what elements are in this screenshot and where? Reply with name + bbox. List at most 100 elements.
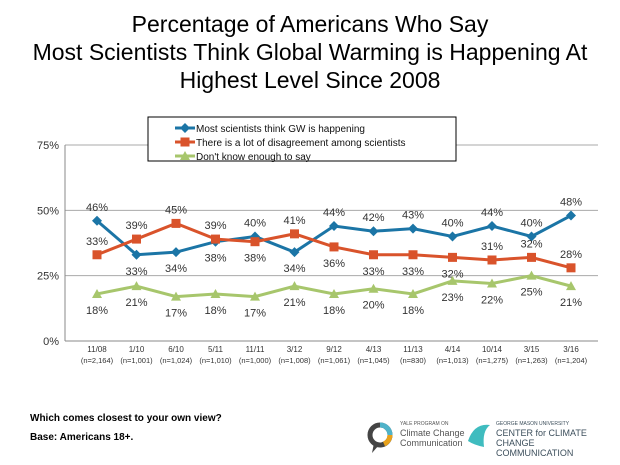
- data-point-square: [527, 252, 536, 262]
- legend-label: Most scientists think GW is happening: [196, 124, 365, 135]
- data-point-diamond: [329, 221, 339, 232]
- data-label: 21%: [283, 297, 305, 309]
- data-label: 21%: [560, 297, 582, 309]
- data-label: 43%: [402, 210, 424, 222]
- data-point-triangle: [171, 291, 181, 301]
- data-point-square: [211, 234, 220, 244]
- chart-title: Percentage of Americans Who Say Most Sci…: [0, 10, 620, 94]
- data-point-diamond: [368, 226, 379, 237]
- x-tick-label: 3/15: [524, 345, 540, 354]
- data-label: 31%: [481, 241, 503, 253]
- x-sample-size: (n=1,024): [160, 356, 193, 365]
- data-label: 28%: [560, 249, 582, 261]
- data-point-triangle: [368, 283, 379, 293]
- data-label: 22%: [481, 295, 503, 307]
- data-label: 18%: [402, 305, 424, 317]
- data-label: 40%: [441, 217, 463, 229]
- x-tick-label: 4/13: [366, 345, 382, 354]
- data-point-diamond: [171, 247, 181, 258]
- x-sample-size: (n=2,164): [81, 356, 114, 365]
- data-point-square: [487, 255, 497, 265]
- data-label: 34%: [165, 263, 187, 275]
- data-label: 33%: [362, 266, 384, 278]
- x-sample-size: (n=1,275): [476, 356, 509, 365]
- data-point-triangle: [487, 278, 497, 288]
- data-point-diamond: [487, 221, 497, 232]
- x-sample-size: (n=1,000): [239, 356, 272, 365]
- title-line: Most Scientists Think Global Warming is …: [32, 39, 588, 65]
- data-point-triangle: [526, 270, 537, 280]
- data-label: 23%: [441, 292, 463, 304]
- data-label: 48%: [560, 197, 582, 209]
- data-point-triangle: [131, 281, 142, 291]
- data-point-square: [566, 263, 576, 273]
- data-point-diamond: [180, 123, 190, 133]
- data-point-diamond: [131, 249, 142, 260]
- data-point-square: [132, 234, 141, 244]
- x-tick-label: 11/11: [246, 345, 265, 354]
- data-point-square: [171, 218, 181, 228]
- x-tick-label: 1/10: [129, 345, 145, 354]
- data-label: 44%: [481, 207, 503, 219]
- data-label: 39%: [125, 220, 147, 232]
- base-text: Base: Americans 18+.: [30, 432, 134, 443]
- data-label: 33%: [125, 266, 147, 278]
- y-tick-label: 75%: [37, 140, 59, 152]
- x-tick-label: 4/14: [445, 345, 461, 354]
- data-point-diamond: [92, 215, 102, 226]
- x-sample-size: (n=1,045): [357, 356, 390, 365]
- legend-label: There is a lot of disagreement among sci…: [196, 138, 406, 149]
- data-label: 36%: [323, 258, 345, 270]
- x-tick-label: 3/12: [287, 345, 303, 354]
- data-label: 18%: [323, 305, 345, 317]
- data-label: 34%: [283, 263, 305, 275]
- data-label: 44%: [323, 207, 345, 219]
- data-point-square: [369, 250, 378, 260]
- x-sample-size: (n=1,013): [436, 356, 469, 365]
- legend-box: [147, 116, 457, 162]
- data-label: 32%: [441, 268, 463, 280]
- data-point-diamond: [289, 247, 300, 258]
- data-point-diamond: [526, 231, 537, 242]
- data-point-triangle: [566, 281, 576, 291]
- data-label: 40%: [520, 217, 542, 229]
- data-label: 17%: [165, 308, 187, 320]
- data-label: 40%: [244, 217, 266, 229]
- data-point-triangle: [289, 281, 300, 291]
- gmu-logo-line: GEORGE MASON UNIVERSITY: [496, 421, 570, 427]
- data-point-diamond: [566, 210, 576, 221]
- data-point-triangle: [250, 291, 260, 301]
- gmu-logo-line: COMMUNICATION: [496, 448, 574, 458]
- x-sample-size: (n=1,008): [278, 356, 311, 365]
- data-point-triangle: [329, 288, 339, 298]
- x-tick-label: 10/14: [482, 345, 503, 354]
- data-label: 32%: [520, 238, 542, 250]
- data-label: 17%: [244, 308, 266, 320]
- x-sample-size: (n=1,204): [555, 356, 588, 365]
- title-line: Percentage of Americans Who Say: [131, 11, 489, 37]
- y-tick-label: 50%: [37, 205, 59, 217]
- data-label: 18%: [204, 305, 226, 317]
- data-point-diamond: [447, 231, 458, 242]
- data-point-square: [250, 237, 260, 247]
- data-point-triangle: [210, 288, 221, 298]
- x-tick-label: 9/12: [326, 345, 342, 354]
- x-sample-size: (n=830): [400, 356, 427, 365]
- data-label: 42%: [362, 212, 384, 224]
- speech-bubble-icon: [367, 422, 393, 453]
- x-tick-label: 5/11: [208, 345, 224, 354]
- yale-logo-line: YALE PROGRAM ON: [400, 421, 449, 427]
- data-label: 45%: [165, 204, 187, 216]
- shell-icon: [468, 424, 490, 447]
- data-label: 41%: [283, 215, 305, 227]
- data-point-square: [408, 250, 418, 260]
- data-label: 25%: [520, 287, 542, 299]
- title-line: Highest Level Since 2008: [179, 67, 441, 93]
- gmu-logo-line: CENTER for CLIMATE CHANGE: [496, 428, 587, 448]
- data-label: 33%: [86, 236, 108, 248]
- data-label: 18%: [86, 305, 108, 317]
- data-point-triangle: [408, 288, 418, 298]
- x-sample-size: (n=1,001): [120, 356, 153, 365]
- data-point-triangle: [92, 288, 102, 298]
- yale-logo-line: Climate Change: [400, 428, 465, 438]
